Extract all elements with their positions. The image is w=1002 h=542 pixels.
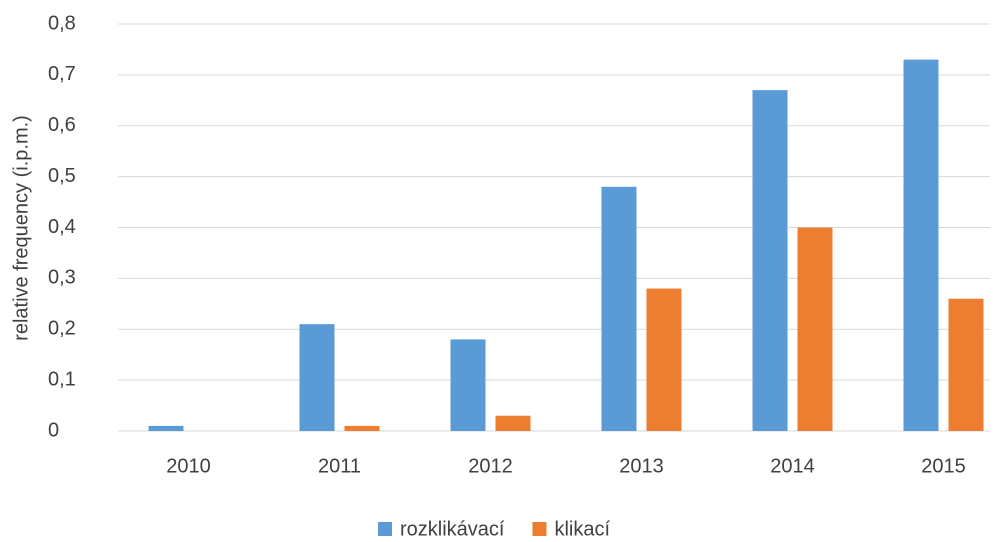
bar — [601, 186, 637, 431]
y-tick-label: 0,5 — [48, 165, 76, 187]
x-tick-label: 2011 — [318, 455, 361, 477]
legend-label: klikací — [554, 518, 610, 540]
bar — [797, 227, 833, 431]
y-tick-label: 0,8 — [48, 12, 76, 34]
y-tick-label: 0,1 — [48, 368, 76, 390]
x-tick-label: 2010 — [166, 455, 211, 477]
bar — [903, 59, 939, 432]
bar — [948, 298, 984, 431]
y-tick-label: 0,7 — [48, 63, 76, 85]
bar — [148, 425, 184, 431]
bar — [299, 324, 335, 431]
legend-swatch — [532, 522, 547, 536]
y-tick-label: 0,6 — [48, 114, 76, 136]
legend-swatch — [378, 522, 392, 536]
bar — [752, 90, 788, 431]
bar — [344, 425, 380, 431]
bar — [646, 288, 682, 431]
x-tick-label: 2014 — [770, 455, 815, 477]
bar — [495, 415, 531, 431]
x-tick-label: 2015 — [921, 455, 966, 477]
bar — [450, 339, 486, 431]
y-tick-label: 0,2 — [48, 318, 76, 340]
y-tick-label: 0 — [48, 419, 59, 441]
x-tick-label: 2013 — [619, 455, 664, 477]
legend-label: rozklikávací — [400, 518, 505, 540]
y-axis-label: relative frequency (i.p.m.) — [10, 115, 32, 341]
x-tick-label: 2012 — [468, 455, 513, 477]
y-tick-label: 0,3 — [48, 267, 76, 289]
y-tick-label: 0,4 — [48, 216, 76, 238]
